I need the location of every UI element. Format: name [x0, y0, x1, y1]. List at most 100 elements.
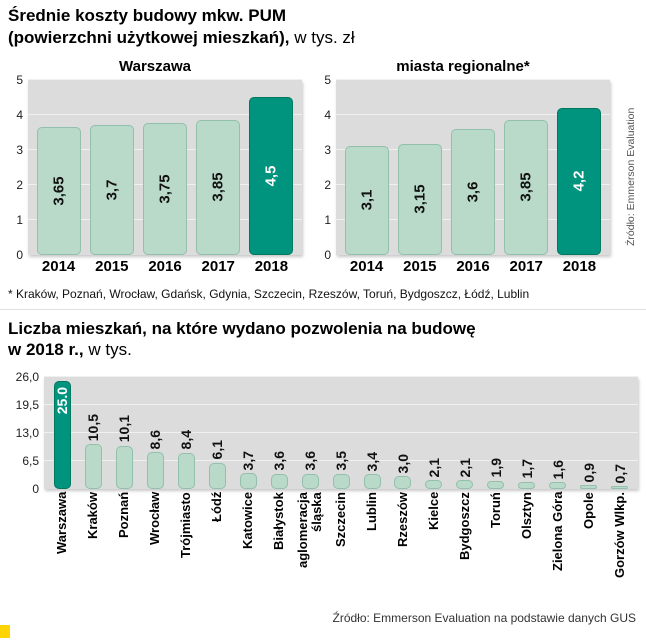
- bar: [456, 479, 474, 489]
- bar-value-label: 4,5: [262, 165, 280, 187]
- y-axis: 0 1 2 3 4 5: [8, 73, 28, 262]
- bar: 3,85: [504, 119, 549, 255]
- y-tick-label: 3: [16, 142, 23, 157]
- x-category: 2015: [393, 258, 446, 275]
- bar: 3,7: [89, 125, 134, 255]
- bar-value-label: 1,9: [487, 458, 504, 478]
- bar-cell: 0,7: [604, 377, 635, 489]
- x-category-label: Białystok: [271, 492, 287, 550]
- bar-cell: 1,6: [542, 377, 573, 489]
- bar-cell: 3,85: [192, 80, 245, 255]
- y-tick-label: 0: [32, 482, 39, 496]
- bar: [363, 474, 381, 489]
- bar-value-label: 3,6: [464, 181, 482, 202]
- bar-cell: 1,9: [480, 377, 511, 489]
- bar-value-label: 3,7: [240, 450, 257, 471]
- x-category: aglomeracja śląska: [295, 492, 326, 607]
- y-tick-label: 1: [324, 212, 331, 227]
- x-category: 2014: [340, 258, 393, 275]
- bar-value-label: 0,9: [580, 462, 597, 483]
- bar-cell: 10,1: [109, 377, 140, 489]
- x-category: Warszawa: [47, 492, 78, 607]
- x-category-label: Bydgoszcz: [456, 492, 472, 560]
- bar-value-label: 3,0: [394, 453, 411, 474]
- plot-row: 0 1 2 3 4 5 3,1 3,15 3,6 3,85 4,2: [316, 73, 610, 262]
- bar: [301, 473, 319, 489]
- x-category-label: Kraków: [85, 492, 101, 539]
- bar-cell: 3,75: [138, 80, 191, 255]
- bar: 4,5: [249, 97, 294, 255]
- x-category: Rzeszów: [387, 492, 418, 607]
- x-category: Lublin: [357, 492, 388, 607]
- y-tick-label: 2: [16, 177, 23, 192]
- x-category-label: 2015: [403, 257, 437, 275]
- bar-cell: 10,5: [78, 377, 109, 489]
- y-tick-label: 3: [324, 142, 331, 157]
- x-category-label: Opole: [580, 492, 596, 529]
- x-category-label: 2018: [254, 257, 289, 275]
- bar: [611, 486, 629, 489]
- x-category: 2018: [245, 258, 298, 275]
- y-axis: 0 6,5 13,0 19,5 26,0: [8, 370, 44, 496]
- bar-cell: 3,1: [340, 80, 393, 255]
- bar-cell: 3,85: [500, 80, 553, 255]
- bar: [146, 451, 164, 489]
- y-tick-label: 5: [16, 72, 23, 87]
- plot-area: 3,1 3,15 3,6 3,85 4,2: [336, 78, 610, 255]
- title-line2-bold: (powierzchni użytkowej mieszkań),: [8, 27, 290, 47]
- bar: 3,15: [397, 144, 442, 255]
- x-category-label: Wrocław: [147, 492, 163, 546]
- plot-row: 0 6,5 13,0 19,5 26,0 25.0 10,5 10,1 8,6 8,4 6,1 3,…: [8, 370, 638, 496]
- x-category-label: 2014: [41, 257, 76, 275]
- title-line2-regular: w tys. zł: [294, 27, 355, 47]
- footnote: * Kraków, Poznań, Wrocław, Gdańsk, Gdyni…: [8, 286, 530, 301]
- y-axis: 0 1 2 3 4 5: [316, 73, 336, 262]
- bar-value-label: 3,7: [103, 179, 121, 201]
- x-category: Gorzów Wlkp.: [604, 492, 635, 607]
- bar: [487, 480, 505, 489]
- bar-cell: 0,9: [573, 377, 604, 489]
- x-category-label: Rzeszów: [394, 492, 410, 547]
- x-category: Zielona Góra: [542, 492, 573, 607]
- x-category: Bydgoszcz: [449, 492, 480, 607]
- x-axis-city-labels: Warszawa Kraków Poznań Wrocław Trójmiasto Łód…: [44, 489, 638, 607]
- grid-line: [28, 113, 302, 115]
- bars: 25.0 10,5 10,1 8,6 8,4 6,1 3,7 3,6 3,6 3,5 3,4 3,0 2…: [44, 377, 638, 489]
- y-tick-label: 5: [324, 72, 331, 87]
- x-category: Poznań: [109, 492, 140, 607]
- chart-title-miasta-regionalne: miasta regionalne*: [396, 57, 530, 75]
- x-category-label: Kielce: [425, 492, 441, 531]
- bar-value-label: 3,85: [209, 172, 227, 202]
- x-category-label: 2016: [456, 257, 490, 275]
- bar: [270, 473, 288, 489]
- grid-line: [44, 460, 638, 461]
- bar-cell: 3,65: [32, 80, 85, 255]
- bar: [332, 473, 350, 489]
- bar-value-label: 10,5: [85, 413, 102, 441]
- x-category: 2017: [192, 258, 245, 275]
- grid-line: [336, 78, 610, 80]
- chart-miasta-regionalne: miasta regionalne* 0 1 2 3 4 5 3,1 3,15 3,6 3,85…: [316, 58, 610, 278]
- x-category-label: 2017: [509, 257, 543, 275]
- y-tick-label: 4: [324, 107, 331, 122]
- grid-line: [44, 376, 638, 377]
- page-title: Średnie koszty budowy mkw. PUM (powierzc…: [8, 5, 638, 49]
- x-category-label: Łódź: [209, 492, 225, 523]
- bar-cell: 2,1: [418, 377, 449, 489]
- x-category: Wrocław: [140, 492, 171, 607]
- bar-cell: 25.0: [47, 377, 78, 489]
- x-category-label: Toruń: [487, 492, 503, 528]
- grid-line: [28, 78, 302, 80]
- bars: 3,1 3,15 3,6 3,85 4,2: [336, 80, 610, 255]
- bar-value-label: 3,6: [302, 451, 319, 471]
- chart-title-warszawa: Warszawa: [119, 57, 191, 75]
- x-category: Białystok: [264, 492, 295, 607]
- x-category: 2017: [500, 258, 553, 275]
- plot-area: 3,65 3,7 3,75 3,85 4,5: [28, 78, 302, 255]
- bar: [394, 476, 412, 489]
- bar-value-label: 3,5: [333, 451, 350, 471]
- source-note-vertical: Źródło: Emmerson Evaluation: [625, 107, 637, 246]
- x-category: Kraków: [78, 492, 109, 607]
